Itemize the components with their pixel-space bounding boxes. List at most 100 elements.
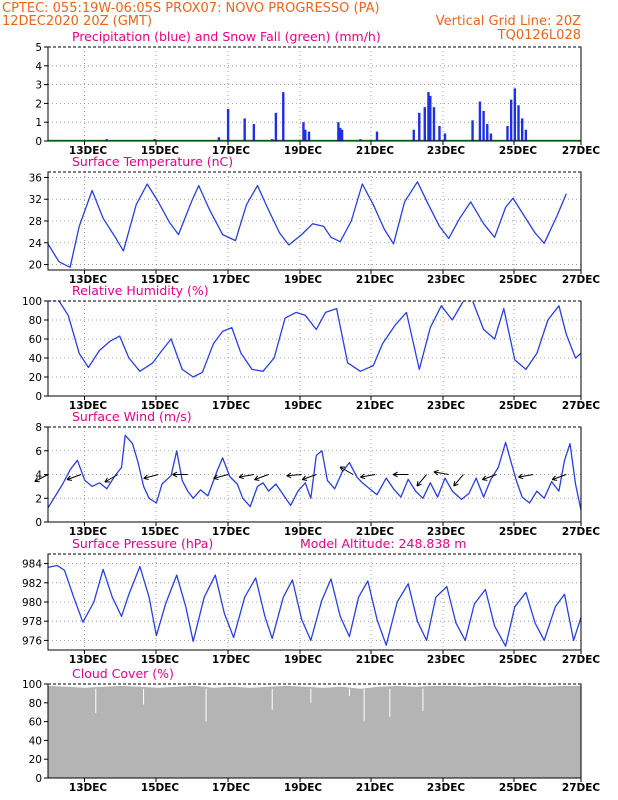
x-date-label: 15DEC	[141, 526, 180, 538]
x-date-label: 19DEC	[284, 145, 323, 157]
x-date-label: 25DEC	[499, 654, 538, 666]
wind-arrow	[360, 473, 376, 480]
y-tick-label: 32	[29, 194, 42, 206]
y-tick-label: 976	[22, 635, 42, 647]
panels: Precipitation (blue) and Snow Fall (gree…	[22, 29, 600, 794]
precip-bar	[217, 137, 221, 141]
header-line1: CPTEC: 055:19W-06:05S PROX07: NOVO PROGR…	[2, 1, 380, 16]
precip-bar	[489, 133, 493, 141]
chart-title: Surface Wind (m/s)	[72, 409, 192, 424]
precip-bar	[524, 129, 528, 141]
precip-bar	[274, 112, 278, 141]
y-tick-label: 36	[29, 172, 43, 184]
wind-series-line	[47, 434, 582, 511]
panel-pressure: Surface Pressure (hPa) Model Altitude: 24…	[22, 536, 600, 666]
wind-arrow	[433, 469, 449, 476]
y-tick-label: 20	[29, 372, 42, 384]
precip-bar	[432, 107, 436, 141]
chart-title: Surface Pressure (hPa)	[72, 536, 213, 551]
wind-arrow	[213, 474, 229, 481]
wind-arrow	[238, 473, 254, 480]
y-tick-label: 984	[22, 559, 42, 571]
precip-bar	[513, 88, 517, 141]
x-date-label: 19DEC	[284, 654, 323, 666]
x-date-label: 17DEC	[212, 782, 251, 794]
precip-bar	[438, 125, 441, 141]
wind-arrow	[301, 474, 317, 481]
x-date-label: 15DEC	[141, 400, 180, 412]
precip-bar	[226, 109, 230, 141]
panel-rh: Relative Humidity (%) 0 20 40 60 80 100 13DEC 15…	[22, 283, 600, 412]
precip-bar	[427, 92, 430, 141]
precip-bar	[105, 139, 109, 141]
x-date-label: 17DEC	[212, 274, 251, 286]
x-date-label: 21DEC	[356, 145, 395, 157]
x-date-label: 15DEC	[141, 654, 180, 666]
wind-arrow	[172, 471, 188, 478]
precip-bar	[506, 125, 509, 141]
x-date-label: 25DEC	[499, 400, 538, 412]
precip-bar	[429, 95, 432, 141]
y-tick-label: 20	[29, 754, 42, 766]
x-date-label: 21DEC	[356, 400, 395, 412]
panel-cloud: Cloud Cover (%) 0 20 40 60 80 100 13DEC 15DEC 17D…	[22, 666, 600, 794]
precip-bar	[271, 139, 274, 141]
x-date-label: 15DEC	[141, 782, 180, 794]
precip-bar	[443, 133, 447, 141]
x-date-label: 23DEC	[427, 274, 466, 286]
precip-bar	[339, 127, 342, 141]
y-tick-label: 24	[29, 238, 43, 250]
y-tick-label: 978	[22, 616, 42, 628]
y-tick-label: 4	[35, 470, 42, 482]
precip-bar	[520, 118, 524, 141]
y-tick-label: 100	[22, 296, 42, 308]
precip-bar	[423, 107, 426, 141]
y-tick-label: 0	[35, 773, 42, 785]
x-date-label: 13DEC	[69, 654, 108, 666]
wind-arrow	[392, 471, 409, 478]
precip-bar	[304, 129, 307, 141]
y-tick-label: 1	[35, 117, 42, 129]
wind-arrow	[551, 474, 567, 481]
y-tick-label: 80	[29, 698, 42, 710]
precip-bar	[359, 139, 362, 141]
precip-bar	[478, 101, 482, 141]
panel-temp: Surface Temperature (nC) 20 24 28 32 36 13DEC 1…	[29, 154, 601, 286]
precip-bar	[252, 124, 256, 141]
header-model-id: TQ0126L028	[497, 28, 581, 43]
panel-wind: Surface Wind (m/s) 0 2 4 6 8 13DEC 15DEC 17DEC 19…	[34, 409, 601, 538]
x-date-label: 19DEC	[284, 400, 323, 412]
wind-arrow	[143, 474, 159, 481]
plot-frame	[47, 553, 582, 651]
x-date-label: 13DEC	[69, 400, 108, 412]
wind-arrow	[34, 474, 49, 483]
rh-series-line	[48, 300, 582, 378]
x-date-label: 27DEC	[562, 654, 601, 666]
x-date-label: 13DEC	[69, 145, 108, 157]
wind-arrow	[339, 466, 354, 475]
header-grid-note: Vertical Grid Line: 20Z	[436, 14, 581, 29]
x-date-label: 23DEC	[427, 782, 466, 794]
precip-bar	[517, 105, 520, 141]
y-tick-label: 2	[35, 98, 42, 110]
x-date-label: 23DEC	[427, 526, 466, 538]
x-date-label: 21DEC	[356, 274, 395, 286]
x-date-label: 27DEC	[562, 782, 601, 794]
plot-frame	[47, 46, 582, 142]
wind-arrow	[66, 474, 82, 481]
x-date-label: 17DEC	[212, 400, 251, 412]
wind-arrow	[286, 472, 302, 479]
precip-bar	[282, 92, 285, 141]
x-date-label: 25DEC	[499, 274, 538, 286]
y-tick-label: 982	[22, 578, 42, 590]
cloud-cover-area	[48, 685, 581, 778]
y-tick-label: 0	[35, 517, 42, 529]
y-tick-label: 20	[29, 260, 42, 272]
precip-bar	[243, 118, 246, 141]
y-tick-label: 2	[35, 493, 42, 505]
x-date-label: 27DEC	[562, 526, 601, 538]
chart-title: Surface Temperature (nC)	[72, 154, 233, 169]
precip-bar	[509, 99, 513, 141]
y-tick-label: 4	[35, 61, 42, 73]
